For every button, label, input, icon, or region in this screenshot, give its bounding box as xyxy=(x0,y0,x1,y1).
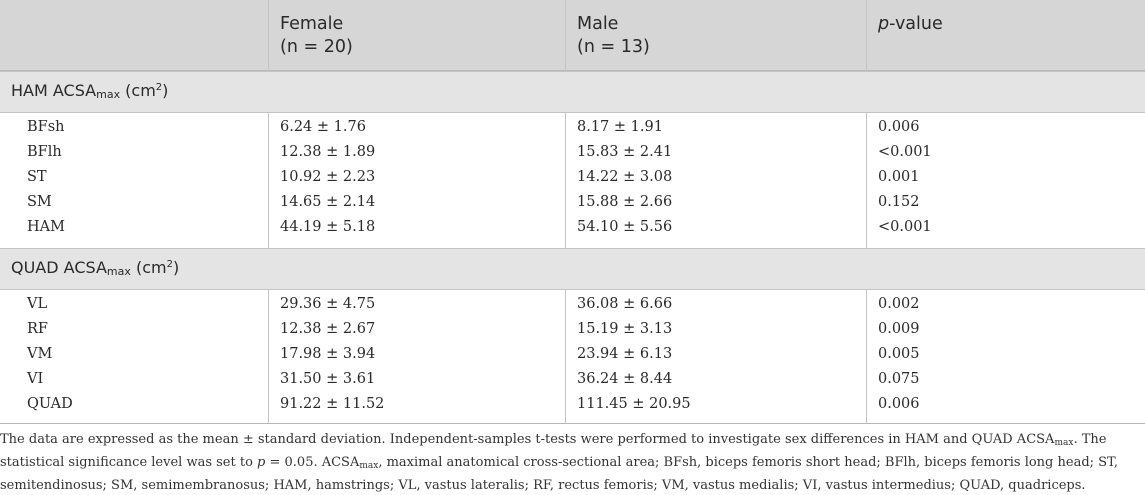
section-label-quad: QUAD ACSAmax (cm2) xyxy=(11,258,180,278)
section-label-ham: HAM ACSAmax (cm2) xyxy=(11,81,169,101)
row-female: 31.50 ± 3.61 xyxy=(280,371,376,387)
table-row: VI 31.50 ± 3.61 36.24 ± 8.44 0.075 xyxy=(0,368,1145,393)
row-female: 44.19 ± 5.18 xyxy=(280,219,376,235)
column-divider xyxy=(866,112,867,248)
table-header: Female (n = 20) Male (n = 13) p-value xyxy=(0,0,1145,71)
row-muscle: BFlh xyxy=(27,144,62,160)
row-pvalue: <0.001 xyxy=(878,144,932,160)
row-pvalue: 0.006 xyxy=(878,119,920,135)
row-male: 15.88 ± 2.66 xyxy=(577,194,673,210)
header-pvalue: p-value xyxy=(878,13,943,36)
row-pvalue: 0.006 xyxy=(878,396,920,412)
table-row: QUAD 91.22 ± 11.52 111.45 ± 20.95 0.006 xyxy=(0,393,1145,418)
row-male: 36.24 ± 8.44 xyxy=(577,371,673,387)
row-female: 14.65 ± 2.14 xyxy=(280,194,376,210)
row-muscle: VM xyxy=(27,346,53,362)
row-muscle: QUAD xyxy=(27,396,73,412)
row-male: 14.22 ± 3.08 xyxy=(577,169,673,185)
column-divider xyxy=(268,112,269,248)
column-divider xyxy=(565,112,566,248)
column-divider xyxy=(565,289,566,423)
row-pvalue: 0.002 xyxy=(878,296,920,312)
row-pvalue: 0.075 xyxy=(878,371,920,387)
section-header-quad: QUAD ACSAmax (cm2) xyxy=(0,248,1145,290)
row-female: 29.36 ± 4.75 xyxy=(280,296,376,312)
table-row: SM 14.65 ± 2.14 15.88 ± 2.66 0.152 xyxy=(0,191,1145,216)
row-female: 6.24 ± 1.76 xyxy=(280,119,366,135)
row-muscle: ST xyxy=(27,169,47,185)
row-male: 23.94 ± 6.13 xyxy=(577,346,673,362)
row-female: 12.38 ± 2.67 xyxy=(280,321,376,337)
row-muscle: HAM xyxy=(27,219,65,235)
table-row: BFlh 12.38 ± 1.89 15.83 ± 2.41 <0.001 xyxy=(0,141,1145,166)
table-footnote: The data are expressed as the mean ± sta… xyxy=(0,432,1118,493)
row-male: 111.45 ± 20.95 xyxy=(577,396,691,412)
column-divider xyxy=(268,289,269,423)
table-bottom-rule xyxy=(0,423,1145,424)
row-male: 15.19 ± 3.13 xyxy=(577,321,673,337)
table-row: ST 10.92 ± 2.23 14.22 ± 3.08 0.001 xyxy=(0,166,1145,191)
row-pvalue: 0.001 xyxy=(878,169,920,185)
header-pvalue-p: p xyxy=(878,14,890,34)
column-divider xyxy=(565,0,566,71)
row-female: 10.92 ± 2.23 xyxy=(280,169,376,185)
row-female: 17.98 ± 3.94 xyxy=(280,346,376,362)
row-pvalue: 0.009 xyxy=(878,321,920,337)
table-row: HAM 44.19 ± 5.18 54.10 ± 5.56 <0.001 xyxy=(0,216,1145,241)
row-muscle: SM xyxy=(27,194,52,210)
row-pvalue: 0.152 xyxy=(878,194,920,210)
row-muscle: BFsh xyxy=(27,119,65,135)
table-row: VL 29.36 ± 4.75 36.08 ± 6.66 0.002 xyxy=(0,293,1145,318)
row-pvalue: 0.005 xyxy=(878,346,920,362)
row-pvalue: <0.001 xyxy=(878,219,932,235)
row-female: 91.22 ± 11.52 xyxy=(280,396,385,412)
row-male: 36.08 ± 6.66 xyxy=(577,296,673,312)
table-row: BFsh 6.24 ± 1.76 8.17 ± 1.91 0.006 xyxy=(0,116,1145,141)
header-male: Male (n = 13) xyxy=(577,14,650,57)
column-divider xyxy=(866,289,867,423)
row-muscle: RF xyxy=(27,321,48,337)
row-muscle: VI xyxy=(27,371,44,387)
row-male: 54.10 ± 5.56 xyxy=(577,219,673,235)
section-header-ham: HAM ACSAmax (cm2) xyxy=(0,71,1145,113)
header-female: Female (n = 20) xyxy=(280,14,353,57)
row-male: 8.17 ± 1.91 xyxy=(577,119,663,135)
row-female: 12.38 ± 1.89 xyxy=(280,144,376,160)
row-muscle: VL xyxy=(27,296,48,312)
table-row: VM 17.98 ± 3.94 23.94 ± 6.13 0.005 xyxy=(0,343,1145,368)
row-male: 15.83 ± 2.41 xyxy=(577,144,673,160)
column-divider xyxy=(268,0,269,71)
table-row: RF 12.38 ± 2.67 15.19 ± 3.13 0.009 xyxy=(0,318,1145,343)
header-pvalue-suffix: -value xyxy=(889,14,943,34)
column-divider xyxy=(866,0,867,71)
